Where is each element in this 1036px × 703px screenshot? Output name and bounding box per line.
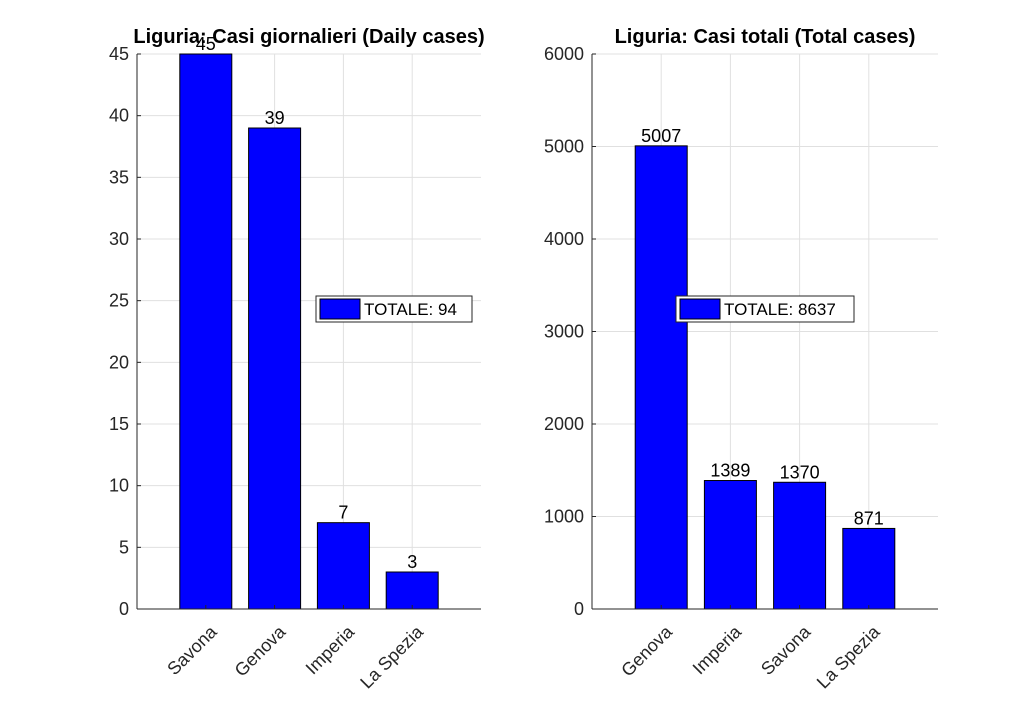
chart-title: Liguria: Casi giornalieri (Daily cases) (133, 26, 484, 48)
x-tick-label: Imperia (302, 621, 359, 678)
y-tick-label: 1000 (544, 507, 584, 527)
daily-cases-chart: 0 5 10 15 20 25 30 35 40 45 Savona Genova ImperiaLa … (109, 26, 485, 692)
y-tick-label: 45 (109, 44, 129, 64)
y-tick-label: 15 (109, 414, 129, 434)
bar (634, 145, 688, 610)
x-tick-label: Savona (757, 621, 815, 679)
x-tick-label: Genova (617, 621, 676, 680)
legend-label: TOTALE: 94 (364, 300, 457, 319)
data-label: 39 (265, 108, 285, 128)
data-label: 1389 (710, 461, 750, 481)
data-label: 5007 (641, 126, 681, 146)
bar (385, 571, 439, 610)
y-tick-label: 6000 (544, 44, 584, 64)
bar (248, 127, 302, 610)
x-tick-label: Savona (163, 621, 221, 679)
y-tick-label: 10 (109, 476, 129, 496)
y-tick-label: 0 (574, 599, 584, 619)
y-tick-label: 40 (109, 106, 129, 126)
x-tick-label: La Spezia (813, 621, 884, 692)
data-label: 45 (196, 34, 216, 54)
bar (842, 527, 896, 610)
data-label: 7 (338, 503, 348, 523)
y-tick-label: 25 (109, 291, 129, 311)
bar (316, 522, 370, 610)
legend-swatch (319, 298, 361, 320)
legend-label: TOTALE: 8637 (724, 300, 836, 319)
y-tick-label: 30 (109, 229, 129, 249)
legend-swatch (679, 298, 721, 320)
bar (773, 481, 827, 610)
y-tick-label: 5000 (544, 137, 584, 157)
data-label: 3 (407, 552, 417, 572)
bar (703, 480, 757, 610)
y-tick-label: 35 (109, 167, 129, 187)
y-tick-label: 2000 (544, 414, 584, 434)
chart-title: Liguria: Casi totali (Total cases) (615, 26, 916, 48)
data-label: 1370 (780, 462, 820, 482)
x-tick-label: Imperia (689, 621, 746, 678)
x-tick-label: Genova (231, 621, 290, 680)
data-label: 871 (854, 508, 884, 528)
y-tick-label: 3000 (544, 322, 584, 342)
bar (179, 53, 233, 610)
x-tick-label: La Spezia (356, 621, 427, 692)
total-cases-chart: 0 1000 2000 3000 4000 5000 6000 Genova Imperia Sa… (544, 26, 938, 692)
y-tick-label: 20 (109, 352, 129, 372)
y-tick-label: 4000 (544, 229, 584, 249)
y-tick-label: 0 (119, 599, 129, 619)
y-tick-label: 5 (119, 537, 129, 557)
